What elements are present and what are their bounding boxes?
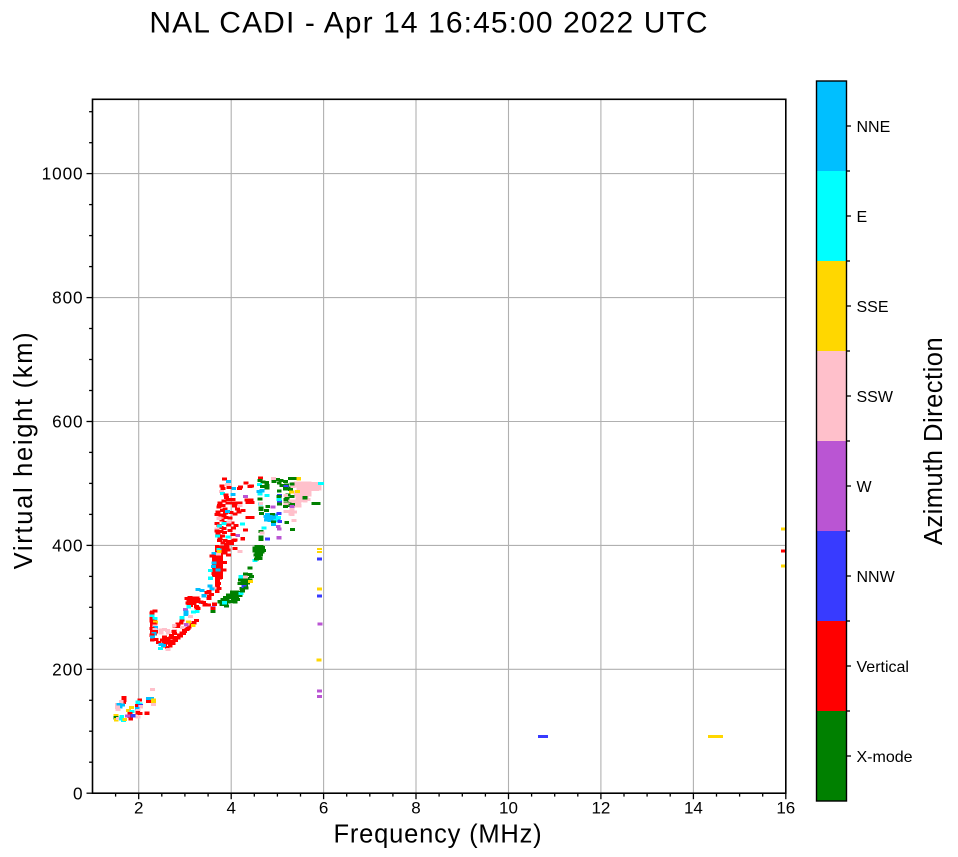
svg-text:600: 600 [52, 412, 83, 432]
svg-text:Vertical: Vertical [857, 659, 909, 676]
svg-text:NNW: NNW [857, 569, 896, 586]
svg-text:NAL CADI - Apr 14 16:45:00 202: NAL CADI - Apr 14 16:45:00 2022 UTC [149, 7, 708, 40]
svg-text:SSE: SSE [857, 299, 889, 316]
svg-text:14: 14 [684, 798, 703, 817]
svg-text:Azimuth Direction: Azimuth Direction [920, 337, 948, 545]
svg-text:SSW: SSW [857, 389, 894, 406]
svg-text:0: 0 [73, 783, 83, 803]
svg-text:2: 2 [134, 798, 143, 817]
svg-text:W: W [857, 479, 873, 496]
svg-text:E: E [857, 209, 868, 226]
svg-text:Virtual height (km): Virtual height (km) [10, 331, 38, 570]
svg-text:800: 800 [52, 288, 83, 308]
svg-text:200: 200 [52, 659, 83, 679]
svg-text:10: 10 [499, 798, 518, 817]
svg-text:6: 6 [319, 798, 328, 817]
svg-text:8: 8 [411, 798, 420, 817]
svg-text:1000: 1000 [42, 164, 84, 184]
svg-text:12: 12 [591, 798, 610, 817]
svg-text:NNE: NNE [857, 119, 891, 136]
svg-text:Frequency (MHz): Frequency (MHz) [334, 821, 543, 849]
svg-text:16: 16 [776, 798, 795, 817]
svg-text:X-mode: X-mode [857, 749, 913, 766]
svg-text:4: 4 [226, 798, 235, 817]
svg-text:400: 400 [52, 536, 83, 556]
